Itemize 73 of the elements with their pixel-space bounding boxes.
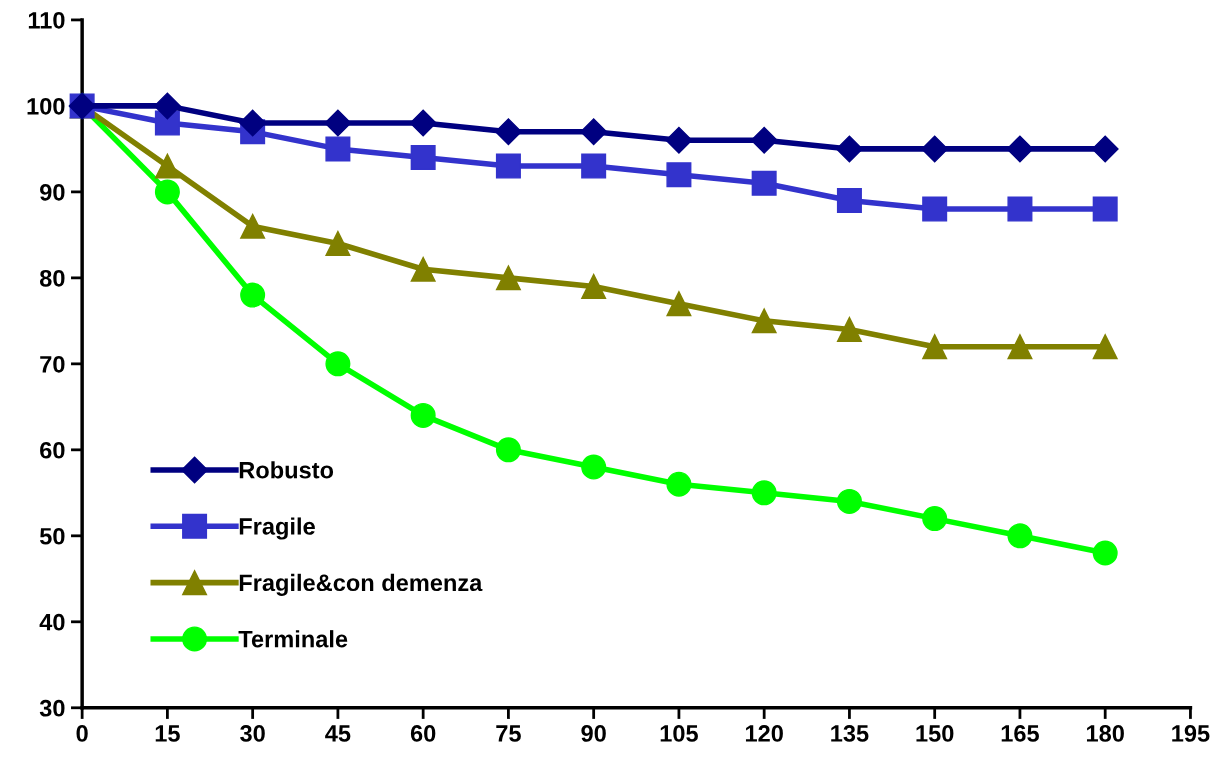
x-tick-label: 165 [1001, 725, 1039, 742]
legend-label: Fragile&con demenza [239, 573, 483, 596]
point [1092, 334, 1118, 360]
x-tick-label: 105 [660, 725, 698, 742]
point [1091, 135, 1119, 163]
x-tick-label: 120 [745, 725, 783, 742]
point [751, 170, 777, 196]
x-tick-label: 150 [916, 725, 954, 742]
point [410, 144, 436, 170]
point [581, 454, 607, 480]
legend-label: Robusto [239, 461, 334, 479]
point [580, 118, 608, 146]
x-tick-label: 45 [325, 725, 351, 742]
point [409, 109, 437, 137]
point [1006, 135, 1034, 163]
point [240, 213, 266, 239]
y-tick-label: 80 [39, 269, 65, 287]
point [1007, 334, 1033, 360]
x-tick-label: 195 [1172, 725, 1210, 742]
x-tick-label: 90 [581, 725, 606, 742]
point [153, 92, 181, 120]
point [921, 135, 949, 163]
y-tick-label: 40 [39, 613, 65, 631]
point [581, 273, 607, 299]
x-tick-label: 0 [76, 725, 88, 742]
x-tick-label: 15 [155, 725, 180, 742]
x-tick-label: 75 [496, 725, 521, 742]
point [494, 118, 522, 146]
point [1007, 196, 1033, 222]
point [1092, 196, 1118, 222]
y-tick-label: 110 [28, 11, 65, 29]
y-tick-label: 70 [40, 355, 65, 373]
point [836, 316, 862, 342]
point [922, 506, 948, 532]
point [666, 471, 692, 497]
point [324, 109, 352, 137]
x-tick-label: 60 [410, 725, 436, 742]
point [836, 488, 862, 514]
point [666, 162, 692, 188]
point [835, 135, 863, 163]
point [1092, 540, 1118, 566]
point [922, 334, 948, 360]
point [325, 351, 351, 377]
point [495, 153, 521, 179]
y-tick-label: 30 [39, 699, 65, 717]
point [836, 187, 862, 213]
point [239, 109, 267, 137]
point [240, 282, 266, 308]
point [154, 153, 180, 179]
point [666, 291, 692, 317]
point [325, 136, 351, 162]
x-tick-label: 30 [240, 725, 265, 742]
x-tick-label: 135 [831, 725, 869, 742]
point [922, 196, 948, 222]
point [154, 179, 180, 205]
point [495, 437, 521, 463]
point [751, 480, 777, 506]
point [410, 256, 436, 282]
point [581, 153, 607, 179]
point [325, 230, 351, 256]
point [665, 126, 693, 154]
y-tick-label: 60 [40, 441, 65, 459]
point [410, 402, 436, 428]
y-tick-label: 100 [27, 97, 65, 115]
x-tick-label: 180 [1086, 725, 1124, 742]
point [495, 265, 521, 291]
legend-label: Terminale [238, 630, 348, 648]
legend-label: Fragile [239, 517, 315, 540]
point [1007, 523, 1033, 549]
point [751, 308, 777, 334]
y-tick-label: 90 [40, 183, 65, 201]
y-tick-label: 50 [39, 527, 65, 545]
point [750, 126, 778, 154]
